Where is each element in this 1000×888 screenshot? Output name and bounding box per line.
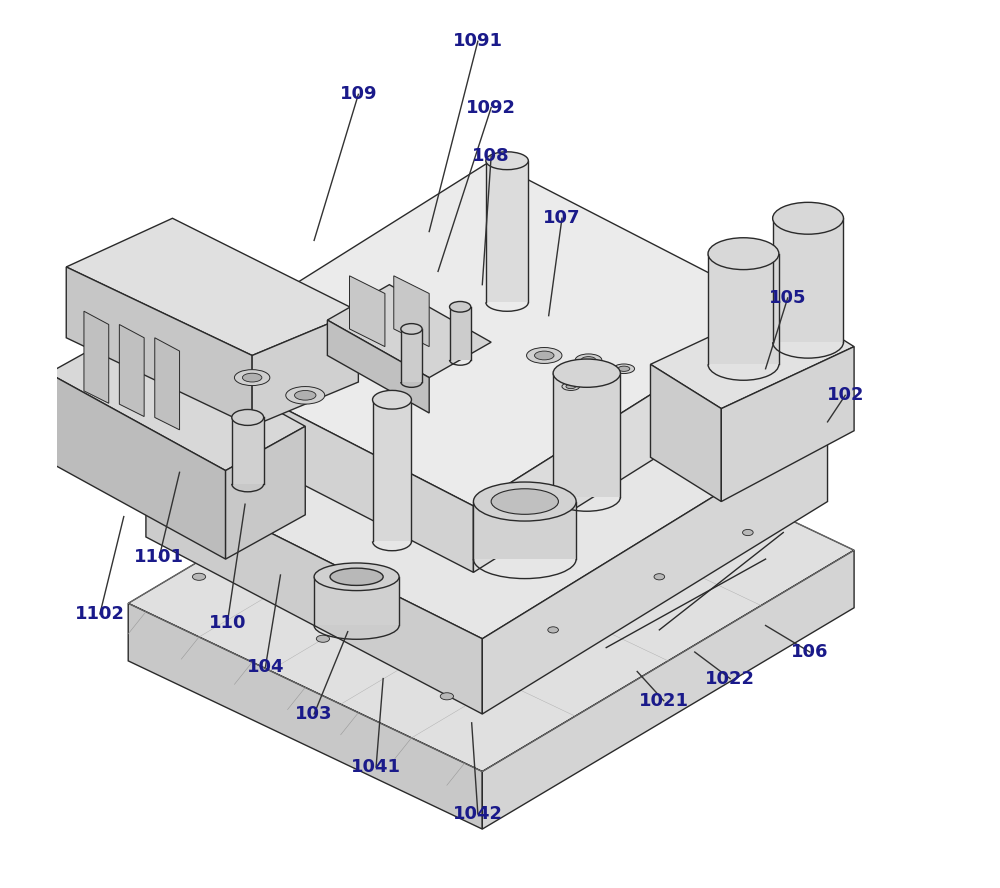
Polygon shape <box>773 218 843 342</box>
Ellipse shape <box>562 383 580 391</box>
Text: 1102: 1102 <box>75 605 125 623</box>
Polygon shape <box>314 577 399 625</box>
Ellipse shape <box>654 574 665 580</box>
Text: 1091: 1091 <box>453 32 503 51</box>
Ellipse shape <box>450 302 471 312</box>
Ellipse shape <box>234 369 270 385</box>
Ellipse shape <box>553 359 620 387</box>
Polygon shape <box>553 373 620 497</box>
Polygon shape <box>119 324 144 416</box>
Text: 103: 103 <box>295 705 333 723</box>
Ellipse shape <box>708 238 779 270</box>
Ellipse shape <box>440 693 454 700</box>
Polygon shape <box>482 551 854 829</box>
Text: 105: 105 <box>769 289 806 307</box>
Ellipse shape <box>773 202 843 234</box>
Polygon shape <box>450 306 471 360</box>
Ellipse shape <box>286 386 325 404</box>
Polygon shape <box>327 285 491 377</box>
Text: 1092: 1092 <box>466 99 516 116</box>
Polygon shape <box>350 276 385 346</box>
Text: 1042: 1042 <box>453 805 503 823</box>
Polygon shape <box>226 426 305 559</box>
Polygon shape <box>482 426 828 714</box>
Ellipse shape <box>242 373 262 382</box>
Text: 107: 107 <box>543 210 581 227</box>
Polygon shape <box>84 311 109 403</box>
Ellipse shape <box>232 409 264 425</box>
Ellipse shape <box>314 563 399 591</box>
Text: 1021: 1021 <box>639 692 689 710</box>
Text: 1041: 1041 <box>351 758 401 776</box>
Text: 110: 110 <box>209 614 246 632</box>
Polygon shape <box>155 337 180 430</box>
Polygon shape <box>232 417 264 484</box>
Text: 108: 108 <box>472 147 510 165</box>
Polygon shape <box>473 311 783 573</box>
Ellipse shape <box>743 529 753 535</box>
Polygon shape <box>721 346 854 502</box>
Ellipse shape <box>486 152 528 170</box>
Text: 1101: 1101 <box>134 548 184 567</box>
Text: 1022: 1022 <box>705 670 755 687</box>
Polygon shape <box>128 382 854 772</box>
Polygon shape <box>49 329 305 471</box>
Polygon shape <box>181 161 783 506</box>
Text: 102: 102 <box>826 386 864 404</box>
Text: 109: 109 <box>340 85 377 103</box>
Ellipse shape <box>613 364 635 374</box>
Ellipse shape <box>373 391 411 409</box>
Text: 106: 106 <box>791 643 829 661</box>
Ellipse shape <box>491 488 558 514</box>
Ellipse shape <box>548 627 558 633</box>
Ellipse shape <box>295 391 316 400</box>
Polygon shape <box>146 258 828 638</box>
Ellipse shape <box>535 351 554 360</box>
Ellipse shape <box>316 635 330 642</box>
Ellipse shape <box>581 357 596 363</box>
Polygon shape <box>66 218 358 355</box>
Polygon shape <box>252 311 358 426</box>
Polygon shape <box>181 355 473 573</box>
Polygon shape <box>327 320 429 413</box>
Ellipse shape <box>527 347 562 363</box>
Ellipse shape <box>575 354 602 366</box>
Polygon shape <box>650 364 721 502</box>
Ellipse shape <box>192 574 206 581</box>
Polygon shape <box>486 161 528 303</box>
Ellipse shape <box>473 482 576 521</box>
Polygon shape <box>49 373 226 559</box>
Polygon shape <box>373 400 411 542</box>
Text: 104: 104 <box>247 658 284 676</box>
Polygon shape <box>66 267 252 426</box>
Polygon shape <box>708 254 779 364</box>
Polygon shape <box>473 502 576 559</box>
Polygon shape <box>650 303 854 408</box>
Polygon shape <box>146 471 482 714</box>
Ellipse shape <box>330 568 383 585</box>
Polygon shape <box>128 603 482 829</box>
Ellipse shape <box>618 366 630 371</box>
Polygon shape <box>394 276 429 346</box>
Ellipse shape <box>401 323 422 334</box>
Polygon shape <box>401 329 422 382</box>
Ellipse shape <box>566 385 576 389</box>
